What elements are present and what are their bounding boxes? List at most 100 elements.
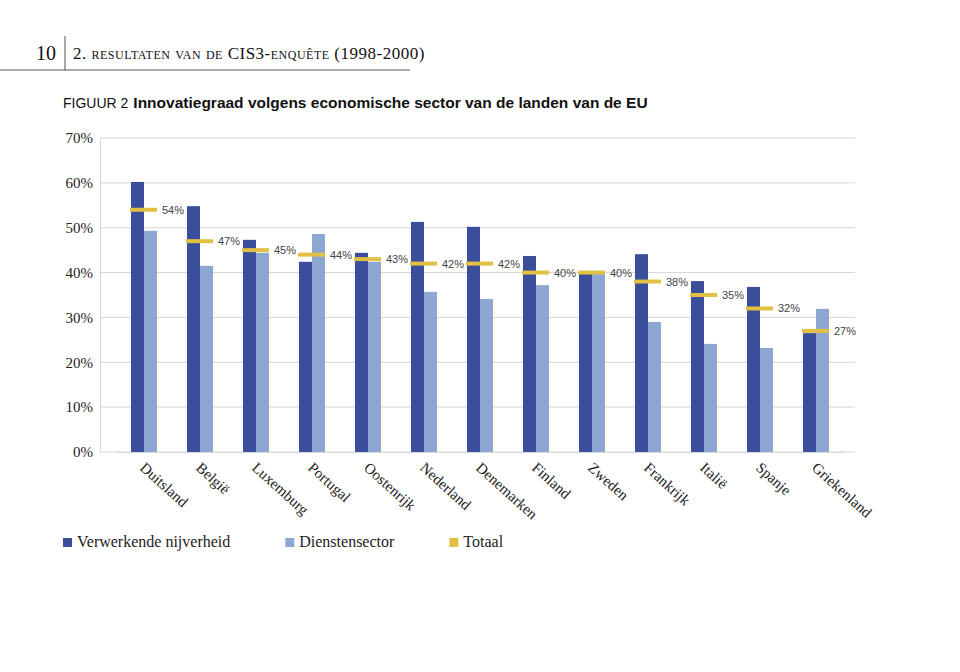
data-label: 45% xyxy=(274,244,296,256)
legend-label: Dienstensector xyxy=(299,533,395,550)
bar xyxy=(200,266,213,452)
legend-label: Totaal xyxy=(463,533,503,550)
data-label: 47% xyxy=(218,235,240,247)
grid-line xyxy=(100,138,855,139)
x-tick: België xyxy=(193,452,233,498)
total-marker xyxy=(410,262,437,266)
y-axis: 0%10%20%30%40%50%60%70% xyxy=(66,130,101,460)
x-tick: Finland xyxy=(529,452,574,502)
y-tick: 60% xyxy=(66,175,101,191)
bar xyxy=(368,262,381,452)
x-tick-label: Portugal xyxy=(305,459,353,505)
x-axis-line xyxy=(117,452,845,453)
bar-series xyxy=(131,182,816,452)
data-label: 44% xyxy=(330,249,352,261)
total-marker xyxy=(242,248,269,252)
x-tick-label: Nederland xyxy=(417,459,475,513)
data-label: 27% xyxy=(834,325,856,337)
x-tick-label: Spanje xyxy=(753,459,794,498)
y-tick: 70% xyxy=(66,130,101,146)
x-tick-label: Duitsland xyxy=(137,459,191,510)
figure-label: FIGUUR 2 xyxy=(63,95,129,111)
x-tick: Frankrijk xyxy=(641,452,694,509)
bar xyxy=(579,273,592,452)
data-label: 42% xyxy=(498,258,520,270)
bar xyxy=(243,240,256,452)
y-axis-line xyxy=(100,139,101,453)
data-label: 38% xyxy=(666,276,688,288)
y-tick: 30% xyxy=(66,310,101,326)
bar xyxy=(760,348,773,452)
y-tick-label: 40% xyxy=(66,265,94,281)
bar xyxy=(424,292,437,452)
x-tick: Oostenrijk xyxy=(361,452,419,514)
plot-area xyxy=(130,182,829,452)
bar xyxy=(480,299,493,452)
x-tick-label: Finland xyxy=(529,459,574,502)
x-tick: Griekenland xyxy=(809,452,875,521)
x-tick: Denemarken xyxy=(473,452,541,523)
x-tick-label: Italië xyxy=(697,459,731,492)
bar xyxy=(411,222,424,452)
x-tick-label: Frankrijk xyxy=(641,459,694,509)
bar xyxy=(299,262,312,452)
legend-swatch xyxy=(285,538,294,547)
total-marker xyxy=(522,271,549,275)
bar xyxy=(648,322,661,452)
x-tick: Duitsland xyxy=(137,452,191,511)
total-marker xyxy=(690,293,717,297)
total-marker xyxy=(354,257,381,261)
total-marker xyxy=(186,239,213,243)
legend-swatch xyxy=(449,538,458,547)
background xyxy=(0,0,960,672)
x-tick-label: Griekenland xyxy=(809,459,875,521)
page-header: 2. resultaten van de CIS3-enquête (1998-… xyxy=(73,44,425,63)
data-labels: 54%47%45%44%43%42%42%40%40%38%35%32%27% xyxy=(162,204,856,337)
bar-series xyxy=(144,231,829,452)
bar xyxy=(635,254,648,452)
data-label: 32% xyxy=(778,302,800,314)
data-label: 54% xyxy=(162,204,184,216)
y-tick-label: 0% xyxy=(73,444,93,460)
grid-line xyxy=(100,182,855,183)
y-tick-label: 20% xyxy=(66,355,94,371)
legend-swatch xyxy=(63,538,72,547)
bar xyxy=(144,231,157,452)
page-number: 10 xyxy=(36,42,56,64)
y-tick: 0% xyxy=(73,444,100,460)
grid xyxy=(100,138,855,452)
header-divider xyxy=(65,36,66,70)
x-tick-label: Luxemburg xyxy=(249,459,312,518)
x-tick-label: België xyxy=(193,459,233,497)
total-marker xyxy=(298,253,325,257)
y-tick-label: 60% xyxy=(66,175,94,191)
bar xyxy=(592,273,605,452)
data-label: 42% xyxy=(442,258,464,270)
chart-title: Innovatiegraad volgens economische secto… xyxy=(133,94,647,111)
y-tick: 40% xyxy=(66,265,101,281)
y-tick: 10% xyxy=(66,399,101,415)
x-tick-label: Oostenrijk xyxy=(361,459,419,514)
data-label: 40% xyxy=(610,267,632,279)
x-tick: Portugal xyxy=(305,452,353,505)
x-tick: Spanje xyxy=(753,452,794,499)
total-marker xyxy=(466,262,493,266)
total-marker xyxy=(746,306,773,310)
bar xyxy=(256,253,269,452)
data-label: 35% xyxy=(722,289,744,301)
x-tick: Italië xyxy=(697,452,731,492)
total-marker xyxy=(634,280,661,284)
y-tick-label: 10% xyxy=(66,399,94,415)
y-tick: 20% xyxy=(66,355,101,371)
bar xyxy=(536,285,549,452)
bar xyxy=(691,281,704,452)
legend: Verwerkende nijverheidDienstensectorTota… xyxy=(63,533,504,551)
total-markers xyxy=(130,210,829,331)
bar xyxy=(131,182,144,452)
data-label: 40% xyxy=(554,267,576,279)
header-rule xyxy=(0,70,410,71)
bar xyxy=(523,256,536,452)
bar xyxy=(704,344,717,452)
x-tick: Luxemburg xyxy=(249,452,312,518)
y-tick-label: 30% xyxy=(66,310,94,326)
